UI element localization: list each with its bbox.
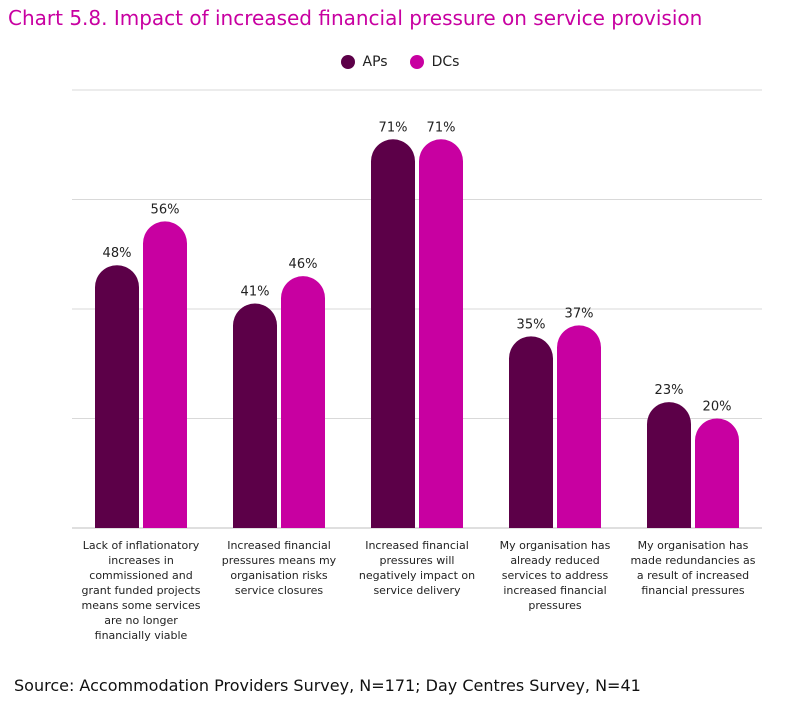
bar-dcs-1 (281, 276, 325, 528)
data-label-dcs-1: 46% (289, 257, 318, 272)
category-label-4: My organisation has made redundancies as… (630, 539, 756, 597)
data-label-dcs-3: 37% (565, 306, 594, 321)
legend-item-aps: APs (340, 54, 388, 70)
data-label-aps-1: 41% (241, 285, 270, 300)
legend-item-dcs: DCs (409, 54, 460, 70)
data-label-aps-4: 23% (655, 383, 684, 398)
legend-swatch-aps (340, 55, 355, 69)
bar-dcs-4 (695, 418, 739, 528)
data-label-aps-2: 71% (379, 120, 408, 135)
bar-aps-0 (95, 265, 139, 528)
category-label-1: Increased financial pressures means my o… (221, 539, 337, 597)
category-label-2: Increased financial pressures will negat… (358, 539, 476, 597)
bar-aps-1 (233, 303, 277, 528)
bar-dcs-0 (143, 221, 187, 528)
bar-aps-2 (371, 139, 415, 528)
data-label-dcs-4: 20% (703, 400, 732, 415)
data-label-aps-3: 35% (517, 317, 546, 332)
bar-aps-4 (647, 402, 691, 528)
bar-dcs-2 (419, 139, 463, 528)
category-label-3: My organisation has already reduced serv… (499, 539, 611, 612)
data-label-dcs-2: 71% (427, 120, 456, 135)
legend: APs DCs (0, 54, 800, 70)
legend-label-aps: APs (362, 54, 388, 70)
bar-aps-3 (509, 336, 553, 528)
category-label-0: Lack of inflationatory increases in comm… (81, 539, 201, 642)
source-note: Source: Accommodation Providers Survey, … (14, 676, 641, 695)
data-label-aps-0: 48% (103, 246, 132, 261)
chart-title: Chart 5.8. Impact of increased financial… (8, 6, 703, 30)
data-label-dcs-0: 56% (151, 202, 180, 217)
legend-swatch-dcs (409, 55, 424, 69)
legend-label-dcs: DCs (431, 54, 460, 70)
bar-dcs-3 (557, 325, 601, 528)
